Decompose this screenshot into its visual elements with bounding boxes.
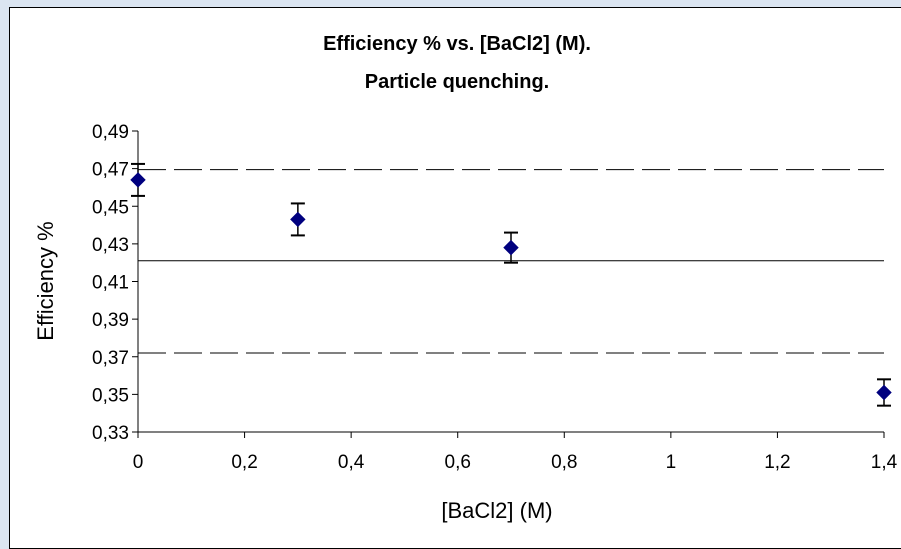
y-ticks: 0,33 0,35 0,37 0,39 0,41 0,43 0,45 0,47 0,49 [92, 122, 138, 444]
x-tick-label: 0,8 [551, 452, 577, 473]
y-tick-label: 0,35 [92, 385, 129, 406]
y-tick-label: 0,41 [92, 273, 129, 294]
data-point [130, 162, 146, 197]
y-tick-label: 0,33 [92, 423, 129, 444]
y-tick-label: 0,43 [92, 235, 129, 256]
y-tick-label: 0,47 [92, 160, 129, 181]
y-tick-label: 0,45 [92, 197, 129, 218]
data-point [876, 378, 892, 407]
x-tick-label: 1 [666, 452, 677, 473]
x-tick-label: 1,2 [764, 452, 790, 473]
chart-title-line2: Particle quenching. [365, 71, 549, 93]
x-tick-label: 0,2 [231, 452, 257, 473]
diamond-marker [290, 211, 306, 228]
y-tick-label: 0,37 [92, 348, 129, 369]
data-points [130, 162, 892, 407]
x-tick-label: 0 [133, 452, 144, 473]
x-tick-label: 0,4 [338, 452, 365, 473]
x-tick-label: 1,4 [871, 452, 898, 473]
diamond-marker [503, 239, 519, 256]
chart-area: Efficiency % vs. [BaCl2] (M). Particle q… [9, 7, 901, 549]
chart-svg: Efficiency % vs. [BaCl2] (M). Particle q… [33, 33, 898, 523]
x-tick-label: 0,6 [445, 452, 471, 473]
diamond-marker [876, 384, 892, 401]
data-point [290, 202, 306, 237]
y-tick-label: 0,49 [92, 122, 129, 143]
y-axis-title: Efficiency % [33, 221, 58, 340]
diamond-marker [130, 172, 146, 188]
chart-title-line1: Efficiency % vs. [BaCl2] (M). [323, 33, 591, 55]
data-point [503, 231, 519, 264]
x-ticks: 0 0,2 0,4 0,6 0,8 1 1,2 1,4 [133, 432, 898, 473]
x-axis-title: [BaCl2] (M) [441, 498, 552, 523]
y-tick-label: 0,39 [92, 310, 129, 331]
